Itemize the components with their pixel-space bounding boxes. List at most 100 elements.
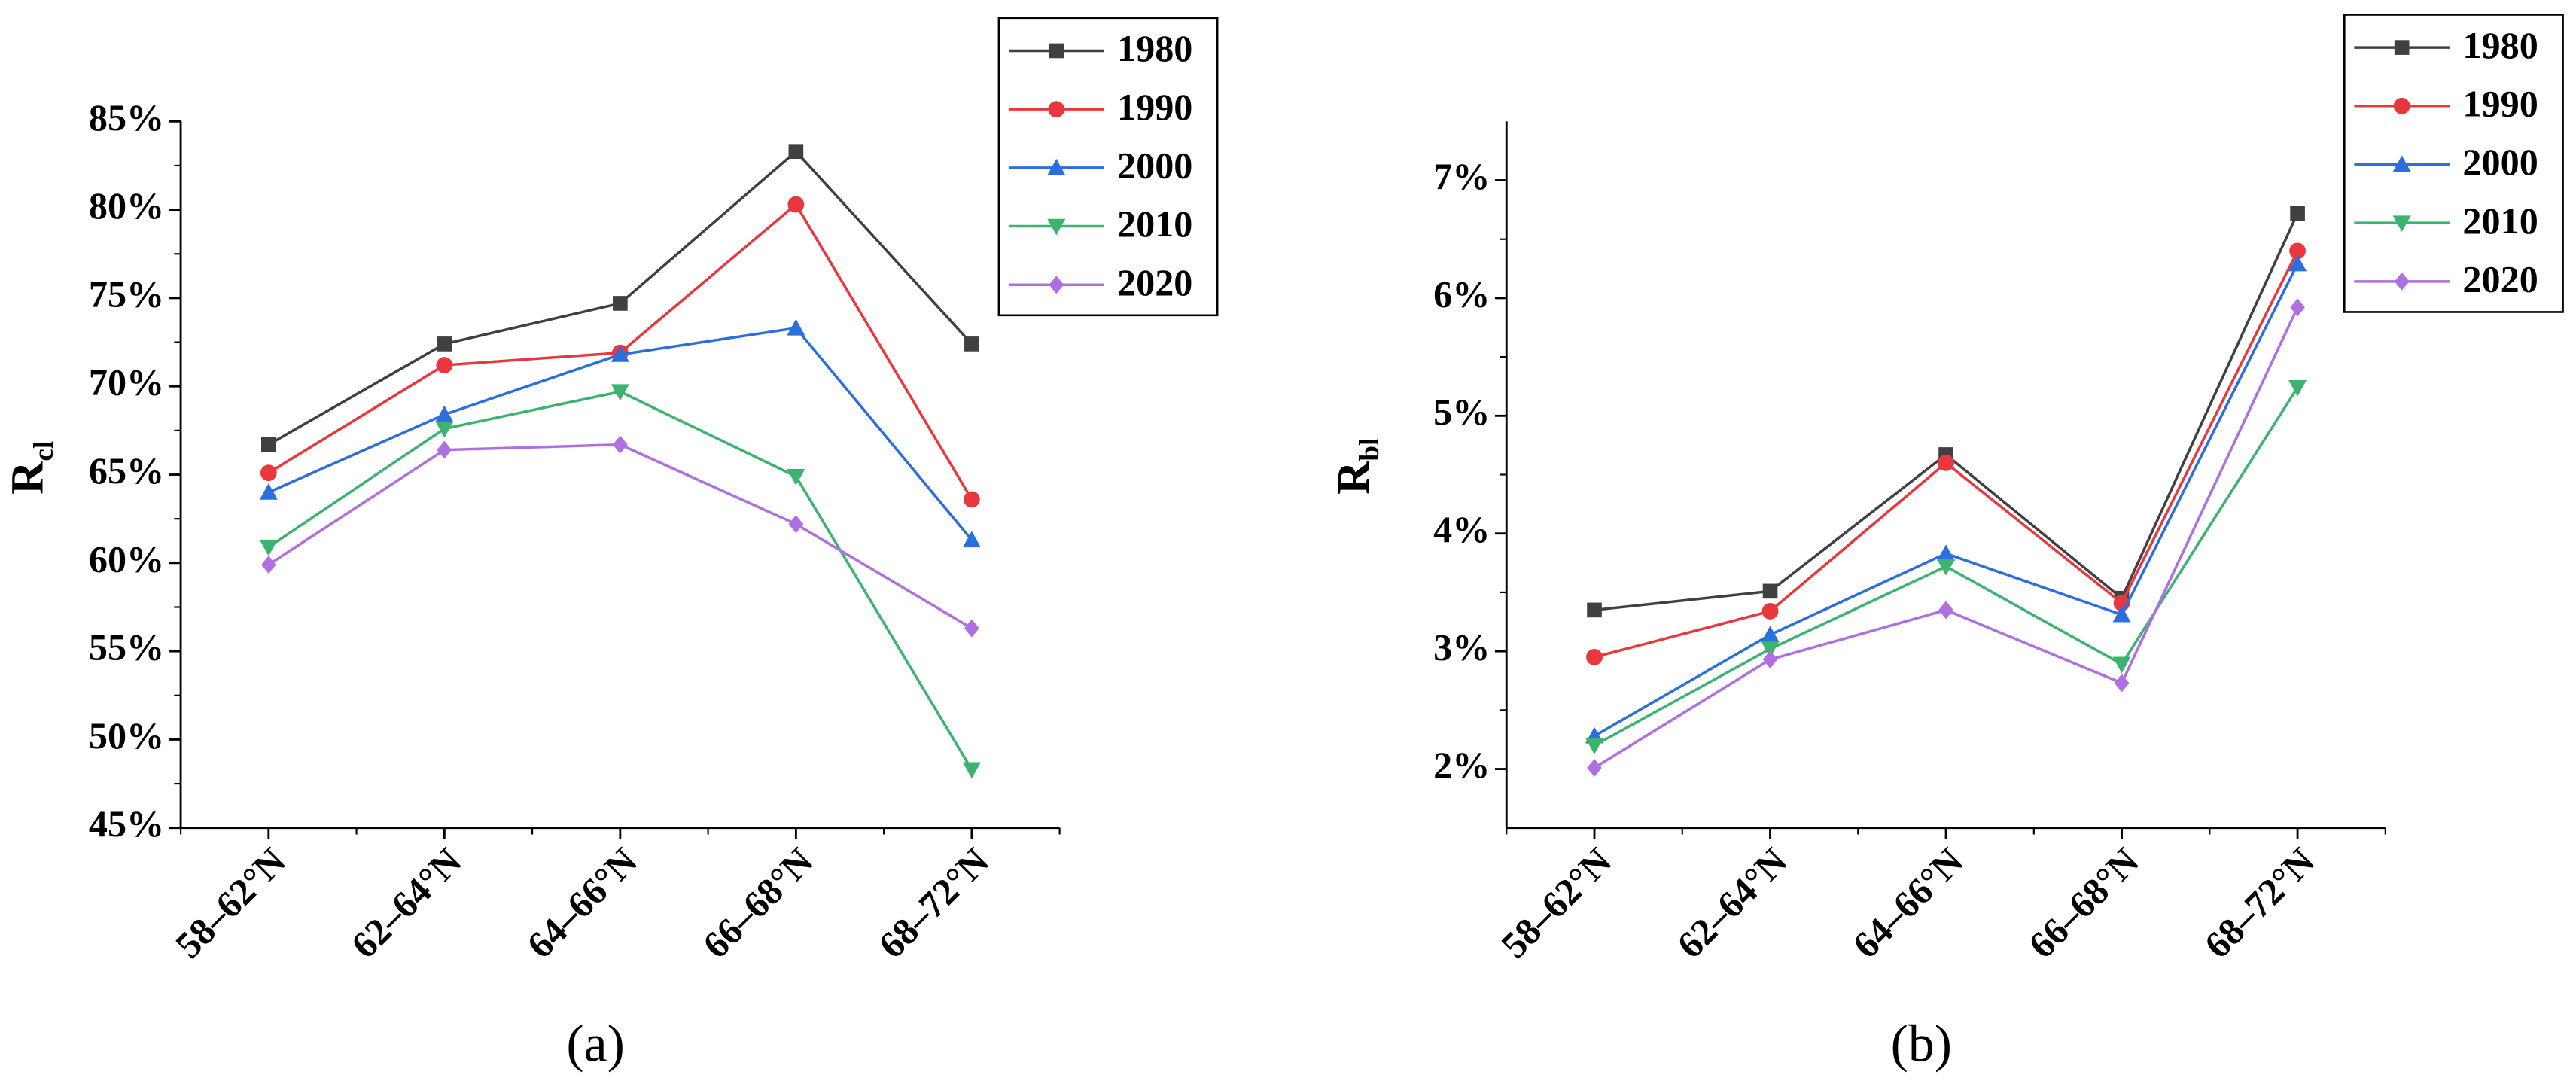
x-tick-label: 58–62°N bbox=[1493, 839, 1619, 966]
marker bbox=[787, 469, 805, 486]
marker bbox=[2393, 97, 2410, 114]
marker bbox=[1938, 454, 1954, 471]
series-line bbox=[1594, 263, 2299, 738]
marker bbox=[1762, 650, 1778, 669]
marker bbox=[435, 421, 454, 438]
legend-label: 2020 bbox=[2462, 258, 2538, 300]
y-axis-label-sub: cl bbox=[29, 441, 59, 461]
x-tick-label: 62–64°N bbox=[1669, 839, 1795, 966]
marker bbox=[2288, 254, 2307, 272]
marker bbox=[2392, 215, 2411, 233]
marker bbox=[261, 437, 276, 452]
marker bbox=[788, 515, 804, 534]
y-tick-label: 80% bbox=[89, 184, 164, 227]
marker bbox=[962, 762, 981, 779]
y-tick-label: 70% bbox=[89, 361, 164, 403]
marker bbox=[613, 296, 628, 311]
x-tick-label: 68–72°N bbox=[2196, 839, 2322, 966]
marker bbox=[1049, 43, 1064, 59]
chart-panel: 45% 50% 55% 60% 65% 70% 75% 80% 85% 58–62°N 62–64°… bbox=[3, 17, 1219, 1073]
marker bbox=[259, 483, 278, 500]
marker bbox=[2112, 605, 2131, 623]
marker bbox=[1049, 276, 1064, 294]
x-tick-label: 64–66°N bbox=[1844, 839, 1971, 966]
panel-label: (a) bbox=[566, 1015, 624, 1073]
marker bbox=[613, 435, 628, 454]
y-axis-label-main: R bbox=[3, 461, 53, 495]
y-tick-label: 55% bbox=[89, 626, 164, 668]
marker bbox=[1047, 158, 1066, 175]
marker bbox=[2394, 40, 2410, 55]
y-tick-label: 2% bbox=[1433, 744, 1490, 786]
marker bbox=[437, 336, 452, 352]
y-tick-label: 6% bbox=[1433, 273, 1490, 315]
legend-label: 1980 bbox=[2462, 24, 2538, 66]
marker bbox=[260, 464, 277, 482]
marker bbox=[1761, 603, 1779, 620]
marker bbox=[1938, 601, 1953, 620]
x-tick-label: 58–62°N bbox=[167, 839, 294, 966]
y-axis-label: Rcl bbox=[3, 441, 59, 495]
marker bbox=[963, 491, 980, 508]
legend-label: 2010 bbox=[1117, 202, 1192, 245]
marker bbox=[1048, 101, 1065, 118]
marker bbox=[1937, 544, 1956, 562]
y-tick-label: 7% bbox=[1433, 155, 1490, 197]
marker bbox=[1761, 626, 1780, 643]
y-tick-label: 5% bbox=[1433, 391, 1490, 433]
series-line bbox=[1594, 306, 2299, 769]
marker bbox=[1587, 758, 1602, 777]
chart-panel: 2% 3% 4% 5% 6% 7% 58–62°N 62–64°N 64–66°N 66–68°N… bbox=[1329, 14, 2564, 1073]
marker bbox=[261, 556, 276, 574]
y-tick-label: 4% bbox=[1433, 508, 1490, 550]
marker bbox=[1586, 649, 1603, 665]
y-tick-label: 3% bbox=[1433, 626, 1490, 668]
series-line bbox=[267, 443, 973, 630]
y-tick-label: 50% bbox=[89, 714, 164, 757]
marker bbox=[259, 539, 278, 556]
legend-label: 1990 bbox=[2462, 82, 2538, 124]
x-tick-label: 68–72°N bbox=[870, 839, 997, 966]
marker bbox=[1937, 559, 1956, 576]
x-tick-label: 62–64°N bbox=[343, 839, 470, 966]
marker bbox=[1585, 738, 1604, 755]
legend-label: 2000 bbox=[2462, 141, 2538, 183]
marker bbox=[611, 345, 629, 362]
marker bbox=[2290, 298, 2305, 317]
y-axis-label-sub: bl bbox=[1354, 438, 1385, 461]
marker bbox=[787, 196, 805, 213]
marker bbox=[1587, 602, 1602, 618]
marker bbox=[787, 318, 805, 336]
marker bbox=[2114, 674, 2130, 693]
y-tick-label: 65% bbox=[89, 449, 164, 492]
marker bbox=[788, 144, 804, 160]
marker bbox=[2392, 155, 2411, 172]
marker bbox=[2288, 379, 2307, 397]
marker bbox=[964, 619, 979, 638]
marker bbox=[2289, 242, 2306, 260]
legend-label: 2000 bbox=[1117, 145, 1192, 187]
marker bbox=[611, 384, 629, 401]
marker bbox=[2112, 656, 2131, 674]
marker bbox=[2290, 206, 2305, 221]
marker bbox=[1047, 218, 1066, 236]
panel-label: (b) bbox=[1891, 1015, 1952, 1073]
legend-label: 2010 bbox=[2462, 199, 2538, 242]
marker bbox=[437, 440, 452, 459]
marker bbox=[964, 336, 979, 352]
x-tick-label: 64–66°N bbox=[519, 839, 645, 966]
legend-label: 1980 bbox=[1117, 27, 1192, 69]
x-tick-label: 66–68°N bbox=[695, 839, 821, 966]
y-tick-label: 60% bbox=[89, 537, 164, 580]
y-tick-label: 85% bbox=[89, 96, 164, 139]
marker bbox=[1762, 583, 1778, 599]
legend-label: 1990 bbox=[1117, 86, 1192, 128]
marker bbox=[1761, 641, 1780, 659]
marker bbox=[436, 357, 453, 373]
y-tick-label: 45% bbox=[89, 802, 164, 845]
y-axis-label: Rbl bbox=[1329, 438, 1385, 495]
legend-label: 2020 bbox=[1117, 261, 1192, 303]
x-tick-label: 66–68°N bbox=[2020, 839, 2147, 966]
y-tick-label: 75% bbox=[89, 273, 164, 315]
